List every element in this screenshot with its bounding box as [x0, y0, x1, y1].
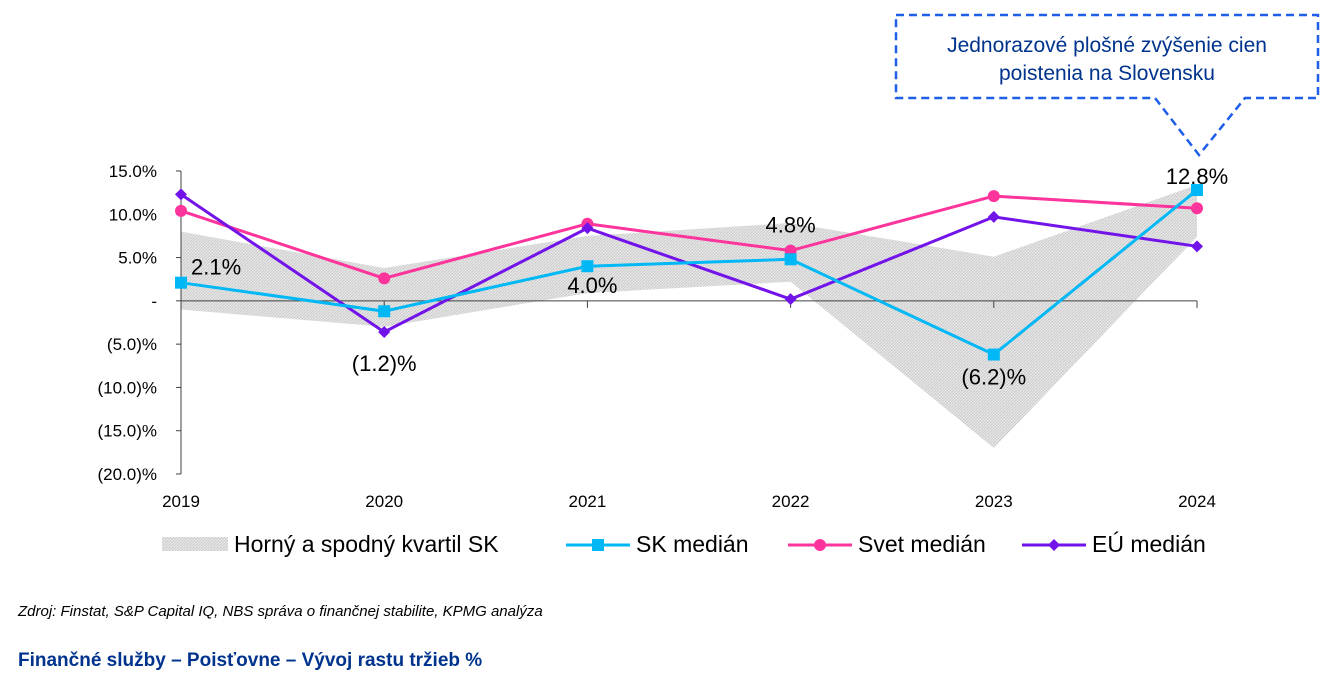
x-tick-label: 2021	[568, 492, 606, 511]
data-point	[784, 253, 797, 266]
data-point	[581, 260, 594, 273]
annotation-line-1: Jednorazové plošné zvýšenie cien	[947, 34, 1267, 57]
legend-swatch-band	[162, 537, 228, 551]
annotation-line-2: poistenia na Slovensku	[999, 62, 1215, 85]
page-title: Finančné služby – Poisťovne – Vývoj rast…	[18, 650, 483, 671]
data-point	[1191, 240, 1203, 253]
annotation-callout: Jednorazové plošné zvýšenie cien poisten…	[894, 13, 1320, 158]
data-label: 12.8%	[1166, 164, 1228, 189]
data-label: (1.2)%	[352, 351, 417, 376]
data-point	[784, 293, 797, 306]
data-label: 4.8%	[766, 212, 816, 237]
y-tick-label: (20.0)%	[97, 465, 157, 484]
x-tick-label: 2022	[772, 492, 810, 511]
data-point	[987, 348, 1000, 361]
legend-marker	[814, 539, 826, 551]
y-tick-label: (15.0)%	[97, 422, 157, 441]
quartile-band	[181, 184, 1197, 449]
legend-label: Horný a spodný kvartil SK	[234, 531, 499, 557]
legend-label: SK medián	[636, 531, 749, 557]
x-tick-label: 2020	[365, 492, 403, 511]
data-point	[987, 210, 1000, 223]
data-point	[1191, 184, 1203, 197]
legend-label: Svet medián	[858, 531, 986, 557]
data-point	[175, 204, 187, 217]
data-point	[175, 276, 187, 289]
data-point	[378, 272, 391, 285]
y-tick-label: (5.0)%	[107, 335, 157, 354]
data-point	[378, 326, 391, 339]
data-point	[175, 188, 187, 201]
data-point	[378, 305, 391, 318]
series-sk-medián	[175, 184, 1203, 361]
data-point	[581, 222, 594, 235]
data-point	[1191, 202, 1203, 215]
y-tick-label: 15.0%	[109, 162, 157, 181]
chart: 15.0% 10.0% 5.0% - (5.0)% (10.0)% (15.0)% (20.0…	[97, 13, 1320, 557]
y-tick-label: (10.0)%	[97, 378, 157, 397]
x-tick-label: 2019	[162, 492, 200, 511]
series-line	[180, 188, 1198, 357]
data-point	[987, 190, 1000, 203]
legend-marker	[1048, 539, 1060, 551]
legend-marker	[592, 539, 604, 551]
series-line	[180, 194, 1198, 280]
legend-label: EÚ medián	[1092, 531, 1206, 557]
y-tick-label: -	[151, 292, 157, 311]
series-svet-medián	[175, 190, 1203, 285]
y-tick-label: 10.0%	[109, 205, 157, 224]
data-label: 4.0%	[567, 273, 617, 298]
data-label: (6.2)%	[961, 365, 1026, 390]
source-note: Zdroj: Finstat, S&P Capital IQ, NBS sprá…	[18, 603, 543, 620]
x-tick-label: 2023	[975, 492, 1013, 511]
x-tick-label: 2024	[1178, 492, 1216, 511]
y-tick-label: 5.0%	[118, 249, 157, 268]
data-label: 2.1%	[191, 255, 241, 280]
